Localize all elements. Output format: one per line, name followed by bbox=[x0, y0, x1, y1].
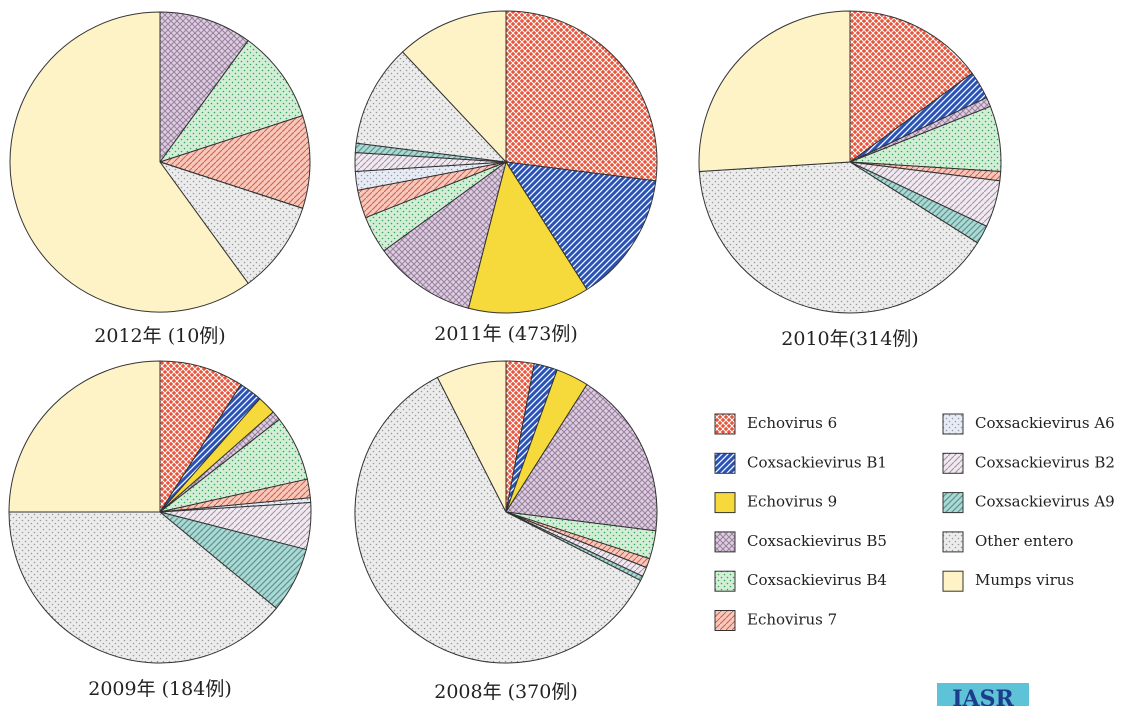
pie-slice bbox=[9, 11, 249, 313]
pie-slice bbox=[8, 360, 161, 513]
pie-slice bbox=[355, 51, 508, 163]
pie-slice bbox=[698, 161, 979, 314]
pie-title: 2008年 (370例) bbox=[434, 681, 577, 703]
pie-title: 2009年 (184例) bbox=[88, 678, 231, 700]
legend-swatch bbox=[714, 570, 736, 592]
pie-title: 2010年(314例) bbox=[781, 328, 918, 350]
pie-title: 2012年 (10例) bbox=[94, 325, 225, 347]
legend-label: Coxsackievirus B1 bbox=[747, 453, 887, 471]
pie-slice bbox=[436, 360, 507, 513]
legend-label: Coxsackievirus A9 bbox=[975, 493, 1115, 511]
pie-slice bbox=[354, 376, 642, 664]
pie-slice bbox=[401, 10, 507, 164]
legend-label: Coxsackievirus A6 bbox=[975, 414, 1115, 432]
pie-slice bbox=[849, 10, 973, 163]
legend-label: Coxsackievirus B4 bbox=[747, 571, 887, 589]
legend-label: Mumps virus bbox=[975, 571, 1074, 589]
pie-title: 2011年 (473例) bbox=[434, 323, 577, 345]
legend-label: Other entero bbox=[975, 532, 1073, 550]
pie-slice bbox=[505, 383, 658, 532]
legend-swatch bbox=[942, 452, 964, 474]
logo: IASR bbox=[952, 686, 1014, 706]
pie-slice bbox=[505, 10, 658, 182]
pie-slice bbox=[158, 115, 311, 209]
pie-slice bbox=[158, 39, 304, 163]
legend-swatch bbox=[714, 610, 736, 631]
legend-label: Coxsackievirus B2 bbox=[975, 453, 1115, 471]
legend-swatch bbox=[942, 570, 964, 592]
legend-swatch bbox=[942, 531, 964, 553]
legend-label: Echovirus 7 bbox=[747, 611, 837, 629]
pie-slice bbox=[159, 360, 242, 514]
pie-slice bbox=[158, 161, 304, 285]
pie-slice bbox=[698, 10, 851, 173]
legend-swatch bbox=[714, 531, 736, 553]
logo-box bbox=[937, 683, 1029, 706]
pie-slice bbox=[467, 160, 588, 314]
pie-slice bbox=[8, 511, 278, 664]
legend-swatch bbox=[942, 413, 964, 435]
legend-label: Coxsackievirus B5 bbox=[747, 532, 887, 550]
legend-swatch bbox=[714, 452, 736, 474]
legend-swatch bbox=[942, 492, 964, 514]
pie-slice bbox=[383, 160, 507, 309]
pie-slice bbox=[159, 11, 249, 164]
legend-swatch bbox=[714, 492, 736, 514]
legend-swatch bbox=[714, 413, 736, 435]
legend-label: Echovirus 6 bbox=[747, 414, 837, 432]
legend-label: Echovirus 9 bbox=[747, 493, 837, 511]
pie-slice bbox=[505, 161, 657, 291]
